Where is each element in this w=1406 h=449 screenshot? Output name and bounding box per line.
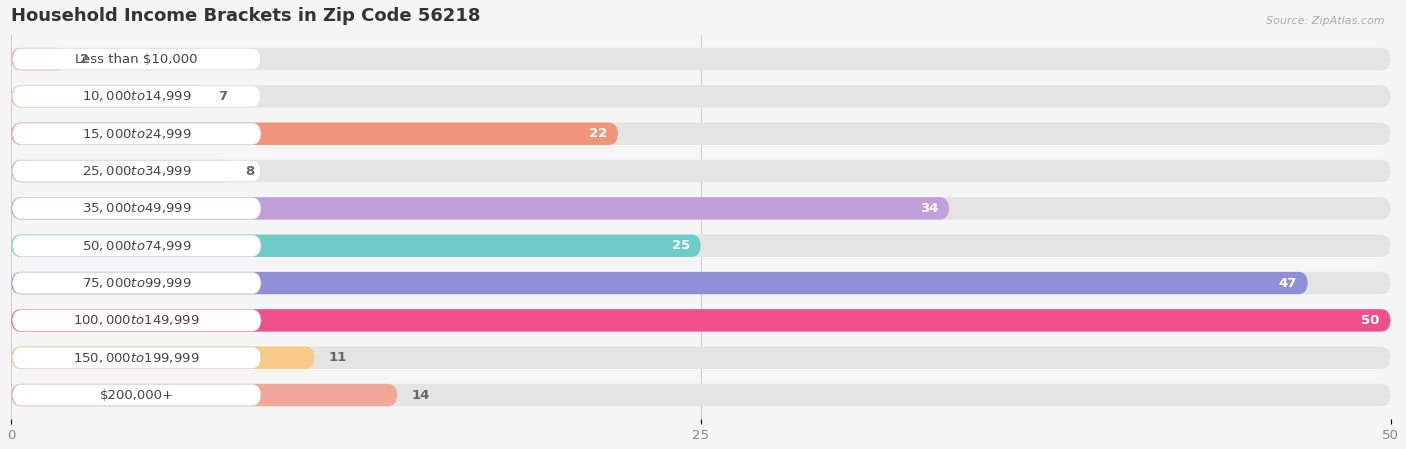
FancyBboxPatch shape	[11, 272, 1308, 294]
FancyBboxPatch shape	[11, 197, 1391, 220]
FancyBboxPatch shape	[13, 310, 262, 331]
Text: $35,000 to $49,999: $35,000 to $49,999	[82, 202, 191, 216]
FancyBboxPatch shape	[11, 309, 1391, 332]
Text: $15,000 to $24,999: $15,000 to $24,999	[82, 127, 191, 141]
Text: $100,000 to $149,999: $100,000 to $149,999	[73, 313, 200, 327]
Text: Household Income Brackets in Zip Code 56218: Household Income Brackets in Zip Code 56…	[11, 7, 481, 25]
FancyBboxPatch shape	[11, 123, 1391, 145]
Text: 34: 34	[920, 202, 938, 215]
Text: 11: 11	[329, 351, 347, 364]
Text: 50: 50	[1361, 314, 1379, 327]
FancyBboxPatch shape	[13, 347, 262, 368]
FancyBboxPatch shape	[11, 123, 619, 145]
Text: 25: 25	[672, 239, 690, 252]
FancyBboxPatch shape	[11, 234, 700, 257]
Text: $75,000 to $99,999: $75,000 to $99,999	[82, 276, 191, 290]
FancyBboxPatch shape	[11, 384, 1391, 406]
FancyBboxPatch shape	[11, 197, 949, 220]
FancyBboxPatch shape	[11, 272, 1391, 294]
FancyBboxPatch shape	[13, 160, 262, 182]
Text: $50,000 to $74,999: $50,000 to $74,999	[82, 239, 191, 253]
FancyBboxPatch shape	[11, 160, 1391, 182]
Text: 22: 22	[589, 127, 607, 140]
Text: Less than $10,000: Less than $10,000	[76, 53, 198, 66]
FancyBboxPatch shape	[11, 48, 66, 70]
Text: 8: 8	[246, 165, 254, 178]
FancyBboxPatch shape	[11, 347, 315, 369]
FancyBboxPatch shape	[11, 234, 1391, 257]
FancyBboxPatch shape	[11, 85, 1391, 108]
FancyBboxPatch shape	[11, 384, 398, 406]
FancyBboxPatch shape	[11, 85, 204, 108]
Text: 7: 7	[218, 90, 228, 103]
Text: $150,000 to $199,999: $150,000 to $199,999	[73, 351, 200, 365]
Text: Source: ZipAtlas.com: Source: ZipAtlas.com	[1267, 16, 1385, 26]
FancyBboxPatch shape	[13, 86, 262, 107]
Text: 14: 14	[411, 388, 430, 401]
FancyBboxPatch shape	[13, 198, 262, 219]
FancyBboxPatch shape	[13, 273, 262, 294]
Text: 47: 47	[1278, 277, 1296, 290]
FancyBboxPatch shape	[13, 123, 262, 145]
Text: $25,000 to $34,999: $25,000 to $34,999	[82, 164, 191, 178]
FancyBboxPatch shape	[13, 384, 262, 406]
FancyBboxPatch shape	[11, 347, 1391, 369]
FancyBboxPatch shape	[11, 160, 232, 182]
FancyBboxPatch shape	[11, 48, 1391, 70]
Text: $10,000 to $14,999: $10,000 to $14,999	[82, 89, 191, 103]
Text: 2: 2	[80, 53, 89, 66]
FancyBboxPatch shape	[13, 235, 262, 256]
FancyBboxPatch shape	[13, 48, 262, 70]
FancyBboxPatch shape	[11, 309, 1391, 332]
Text: $200,000+: $200,000+	[100, 388, 174, 401]
